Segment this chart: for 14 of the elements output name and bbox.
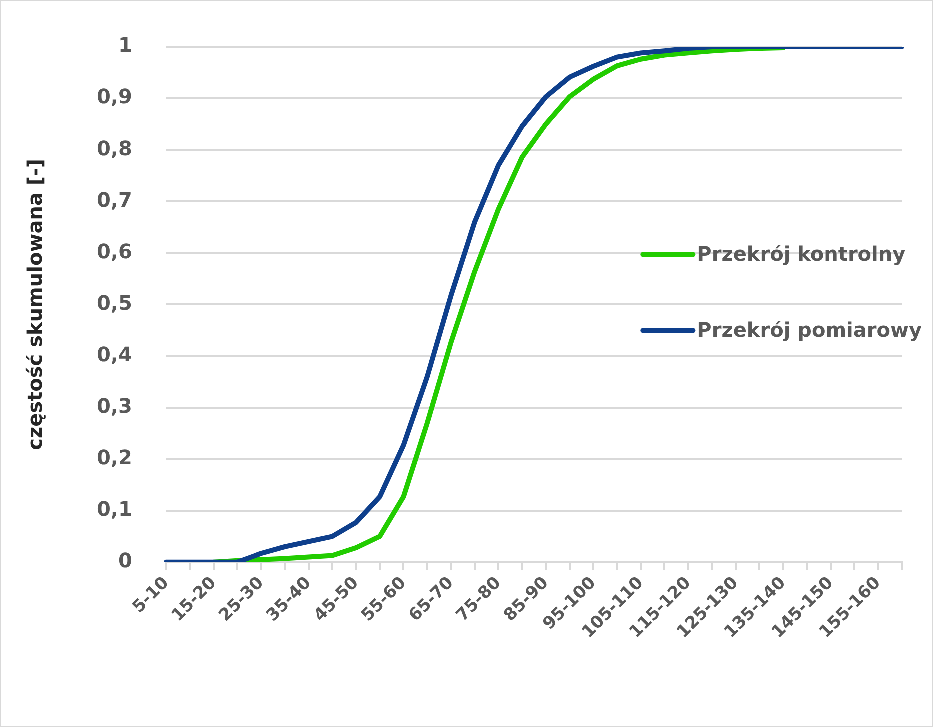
y-tick-label: 0,4 (96, 342, 132, 366)
legend-label: Przekrój kontrolny (697, 242, 906, 266)
y-tick-label: 0,3 (96, 394, 132, 418)
y-tick-label: 0,8 (96, 136, 132, 160)
legend-label: Przekrój pomiarowy (697, 318, 922, 342)
y-tick-label: 0,5 (96, 290, 132, 315)
y-tick-label: 1 (118, 33, 132, 58)
y-tick-label: 0,7 (96, 188, 132, 212)
y-tick-label: 0,1 (96, 497, 132, 522)
y-tick-label: 0,2 (96, 446, 132, 470)
y-tick-label: 0,6 (96, 239, 132, 264)
y-axis-title: częstość skumulowana [-] (23, 159, 48, 450)
y-tick-label: 0,9 (96, 84, 132, 109)
y-tick-label: 0 (118, 548, 132, 573)
